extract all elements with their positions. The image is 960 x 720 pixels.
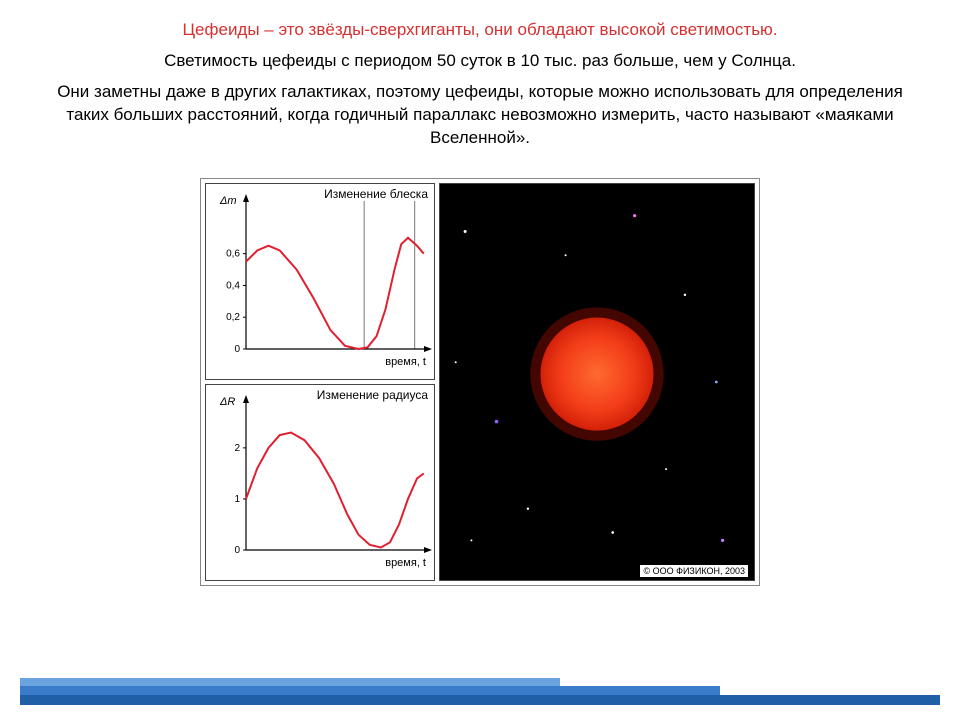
svg-text:Δm: Δm [219,195,237,207]
svg-text:время, t: время, t [385,356,426,368]
brightness-chart: 0 0,2 0,4 0,6 Δm время, t Изменение блеска [205,183,435,380]
svg-text:0: 0 [234,344,240,355]
radius-chart: 0 1 2 ΔR время, t Изменение радиуса [205,384,435,581]
footer-decoration [20,675,940,705]
svg-text:0,6: 0,6 [226,248,240,259]
svg-text:0,2: 0,2 [226,312,240,323]
svg-text:Изменение радиуса: Изменение радиуса [317,388,429,402]
star-image: © ООО ФИЗИКОН, 2003 [439,183,755,581]
figure-container: 0 0,2 0,4 0,6 Δm время, t Изменение блеска 0 1 2… [200,178,760,586]
paragraph-2: Они заметны даже в других галактиках, по… [50,81,910,150]
title-text: Цефеиды – это звёзды-сверхгиганты, они о… [50,20,910,40]
svg-text:ΔR: ΔR [219,396,235,408]
paragraph-1: Светимость цефеиды с периодом 50 суток в… [50,50,910,73]
svg-text:0,4: 0,4 [226,280,240,291]
svg-text:время, t: время, t [385,557,426,569]
svg-text:2: 2 [234,443,240,454]
svg-text:0: 0 [234,545,240,556]
svg-text:Изменение блеска: Изменение блеска [324,187,428,201]
charts-column: 0 0,2 0,4 0,6 Δm время, t Изменение блеска 0 1 2… [205,183,435,581]
svg-text:1: 1 [234,494,240,505]
copyright-label: © ООО ФИЗИКОН, 2003 [640,565,748,577]
